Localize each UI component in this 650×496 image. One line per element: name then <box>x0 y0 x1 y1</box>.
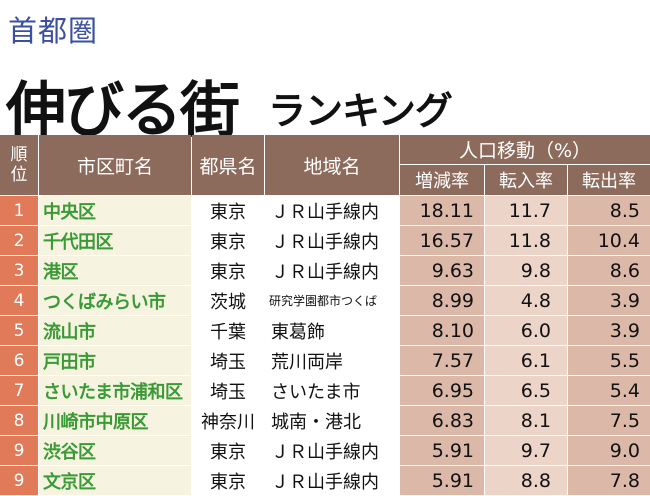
city-cell: 中央区 <box>39 196 191 225</box>
move-in-cell: 4.8 <box>485 286 567 315</box>
table-row: 7 さいたま市浦和区 埼玉 さいたま市 6.95 6.5 5.4 <box>0 376 650 405</box>
table-row: 5 流山市 千葉 東葛飾 8.10 6.0 3.9 <box>0 316 650 345</box>
area-cell: 荒川両岸 <box>265 346 399 375</box>
area-cell: ＪＲ山手線内 <box>265 226 399 255</box>
move-out-cell: 9.0 <box>568 436 650 465</box>
move-out-cell: 5.5 <box>568 346 650 375</box>
move-out-cell: 5.4 <box>568 376 650 405</box>
subtitle: 首都圏 <box>8 14 99 48</box>
net-change-cell: 7.57 <box>400 346 484 375</box>
table-row: 6 戸田市 埼玉 荒川両岸 7.57 6.1 5.5 <box>0 346 650 375</box>
prefecture-cell: 東京 <box>192 256 264 285</box>
move-in-cell: 11.8 <box>485 226 567 255</box>
move-out-cell: 8.6 <box>568 256 650 285</box>
table-row: 9 文京区 東京 ＪＲ山手線内 5.91 8.8 7.8 <box>0 466 650 495</box>
table-row: 3 港区 東京 ＪＲ山手線内 9.63 9.8 8.6 <box>0 256 650 285</box>
net-change-cell: 8.10 <box>400 316 484 345</box>
net-change-cell: 6.95 <box>400 376 484 405</box>
net-change-cell: 18.11 <box>400 196 484 225</box>
table-row: 2 千代田区 東京 ＪＲ山手線内 16.57 11.8 10.4 <box>0 226 650 255</box>
header-move-out: 転出率 <box>568 165 650 195</box>
city-cell: 戸田市 <box>39 346 191 375</box>
rank-cell: 5 <box>0 316 38 345</box>
header-prefecture: 都県名 <box>192 135 264 195</box>
net-change-cell: 8.99 <box>400 286 484 315</box>
net-change-cell: 9.63 <box>400 256 484 285</box>
table-row: 1 中央区 東京 ＪＲ山手線内 18.11 11.7 8.5 <box>0 196 650 225</box>
move-out-cell: 8.5 <box>568 196 650 225</box>
header-area: 地域名 <box>265 135 399 195</box>
move-in-cell: 6.5 <box>485 376 567 405</box>
rank-cell: 6 <box>0 346 38 375</box>
header-movement-group: 人口移動（%） <box>400 135 650 164</box>
rank-cell: 3 <box>0 256 38 285</box>
move-in-cell: 9.8 <box>485 256 567 285</box>
rank-cell: 4 <box>0 286 38 315</box>
city-cell: 千代田区 <box>39 226 191 255</box>
rank-cell: 9 <box>0 436 38 465</box>
move-out-cell: 7.8 <box>568 466 650 495</box>
city-cell: 渋谷区 <box>39 436 191 465</box>
move-out-cell: 10.4 <box>568 226 650 255</box>
move-in-cell: 8.8 <box>485 466 567 495</box>
rank-cell: 9 <box>0 466 38 495</box>
move-in-cell: 9.7 <box>485 436 567 465</box>
page-title: 伸びる街 <box>6 76 240 146</box>
table-row: 9 渋谷区 東京 ＪＲ山手線内 5.91 9.7 9.0 <box>0 436 650 465</box>
area-cell: 東葛飾 <box>265 316 399 345</box>
prefecture-cell: 埼玉 <box>192 376 264 405</box>
rank-cell: 1 <box>0 196 38 225</box>
net-change-cell: 5.91 <box>400 436 484 465</box>
header-rank: 順 位 <box>0 135 38 195</box>
area-cell: ＪＲ山手線内 <box>265 466 399 495</box>
rank-cell: 2 <box>0 226 38 255</box>
prefecture-cell: 埼玉 <box>192 346 264 375</box>
table-body: 1 中央区 東京 ＪＲ山手線内 18.11 11.7 8.5 2 千代田区 東京… <box>0 196 650 496</box>
prefecture-cell: 千葉 <box>192 316 264 345</box>
page-title-suffix: ランキング <box>268 89 453 133</box>
prefecture-cell: 東京 <box>192 466 264 495</box>
header-move-in: 転入率 <box>485 165 567 195</box>
rank-cell: 7 <box>0 376 38 405</box>
move-in-cell: 8.1 <box>485 406 567 435</box>
move-in-cell: 11.7 <box>485 196 567 225</box>
city-cell: さいたま市浦和区 <box>39 376 191 405</box>
prefecture-cell: 東京 <box>192 196 264 225</box>
city-cell: 流山市 <box>39 316 191 345</box>
area-cell: 研究学園都市つくば <box>265 286 399 315</box>
header-net-change: 増減率 <box>400 165 484 195</box>
header-rank-line1: 順 <box>10 145 28 165</box>
rank-cell: 8 <box>0 406 38 435</box>
area-cell: ＪＲ山手線内 <box>265 196 399 225</box>
prefecture-cell: 東京 <box>192 226 264 255</box>
city-cell: 港区 <box>39 256 191 285</box>
city-cell: 文京区 <box>39 466 191 495</box>
city-cell: 川崎市中原区 <box>39 406 191 435</box>
header-city: 市区町名 <box>39 135 191 195</box>
header-rank-line2: 位 <box>10 165 28 185</box>
move-out-cell: 7.5 <box>568 406 650 435</box>
prefecture-cell: 東京 <box>192 436 264 465</box>
area-cell: ＪＲ山手線内 <box>265 256 399 285</box>
net-change-cell: 5.91 <box>400 466 484 495</box>
move-out-cell: 3.9 <box>568 316 650 345</box>
move-out-cell: 3.9 <box>568 286 650 315</box>
net-change-cell: 16.57 <box>400 226 484 255</box>
table-row: 4 つくばみらい市 茨城 研究学園都市つくば 8.99 4.8 3.9 <box>0 286 650 315</box>
city-cell: つくばみらい市 <box>39 286 191 315</box>
table-row: 8 川崎市中原区 神奈川 城南・港北 6.83 8.1 7.5 <box>0 406 650 435</box>
net-change-cell: 6.83 <box>400 406 484 435</box>
prefecture-cell: 神奈川 <box>192 406 264 435</box>
prefecture-cell: 茨城 <box>192 286 264 315</box>
area-cell: さいたま市 <box>265 376 399 405</box>
move-in-cell: 6.1 <box>485 346 567 375</box>
area-cell: ＪＲ山手線内 <box>265 436 399 465</box>
area-cell: 城南・港北 <box>265 406 399 435</box>
move-in-cell: 6.0 <box>485 316 567 345</box>
